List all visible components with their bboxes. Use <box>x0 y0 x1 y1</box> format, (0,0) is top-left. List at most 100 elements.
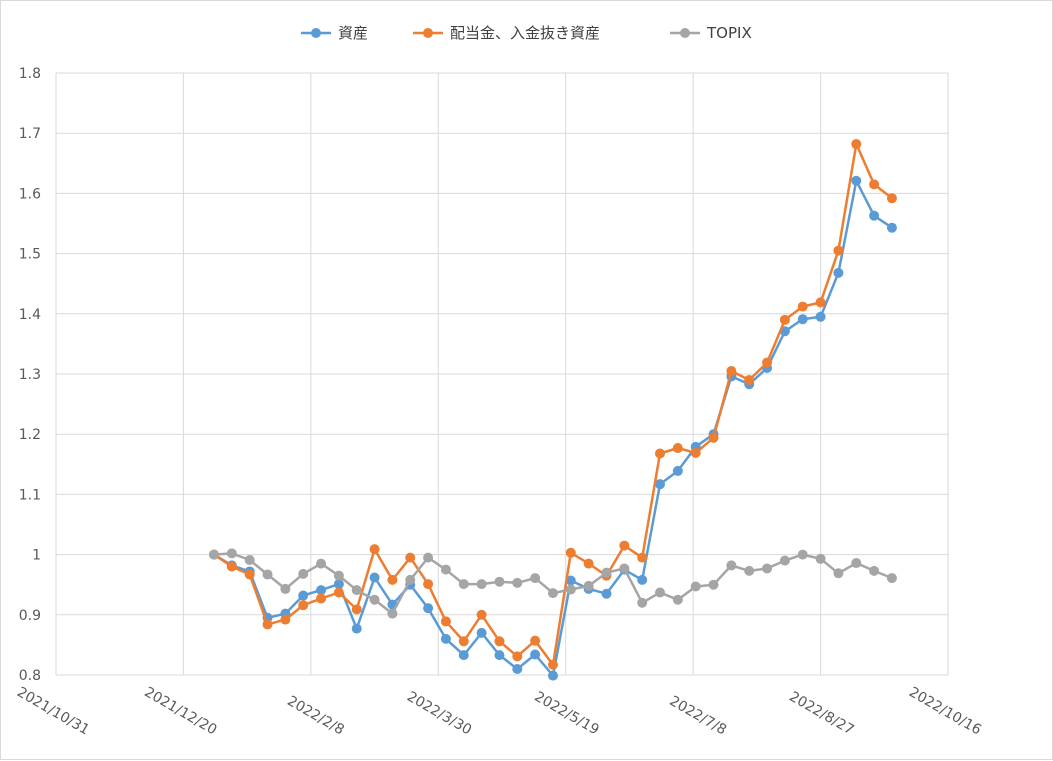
data-point <box>797 549 808 560</box>
x-tick-label: 2022/3/30 <box>404 689 474 739</box>
y-tick-label: 1.3 <box>19 367 41 383</box>
data-point <box>762 563 773 574</box>
y-tick-label: 1.1 <box>19 487 41 503</box>
x-tick-label: 2022/8/27 <box>786 689 856 739</box>
data-point <box>530 649 541 660</box>
data-point <box>423 552 434 563</box>
data-point <box>833 568 844 579</box>
data-point <box>333 570 344 581</box>
data-point <box>530 573 541 584</box>
data-point <box>316 585 327 596</box>
data-point <box>423 603 434 614</box>
data-point <box>351 623 362 634</box>
data-point <box>655 587 666 598</box>
data-point <box>565 575 576 586</box>
data-point <box>244 555 255 566</box>
data-point <box>690 581 701 592</box>
legend-label: 配当金、入金抜き資産 <box>450 24 600 42</box>
data-point <box>476 609 487 620</box>
data-point <box>851 175 862 186</box>
data-point <box>547 659 558 670</box>
data-point <box>547 588 558 599</box>
y-tick-label: 1.5 <box>19 247 41 263</box>
x-tick-label: 2022/7/8 <box>667 693 729 738</box>
data-point <box>815 553 826 564</box>
data-point <box>619 540 630 551</box>
data-point <box>440 633 451 644</box>
series-3 <box>209 548 897 619</box>
data-point <box>440 616 451 627</box>
data-point <box>458 636 469 647</box>
legend-marker <box>311 28 321 38</box>
x-tick-label: 2022/5/19 <box>532 689 602 739</box>
data-point <box>708 579 719 590</box>
data-point <box>494 650 505 661</box>
data-point <box>547 670 558 681</box>
y-tick-label: 1.2 <box>19 427 41 443</box>
data-point <box>280 583 291 594</box>
data-point <box>583 558 594 569</box>
data-point <box>423 579 434 590</box>
data-point <box>655 479 666 490</box>
legend-label: 資産 <box>338 24 368 42</box>
data-point <box>619 563 630 574</box>
data-point <box>779 555 790 566</box>
gridlines <box>55 72 949 676</box>
legend-marker <box>680 28 690 38</box>
data-point <box>886 193 897 204</box>
data-point <box>833 245 844 256</box>
data-point <box>494 636 505 647</box>
series-group <box>209 139 897 681</box>
series-line <box>213 142 893 667</box>
data-point <box>815 297 826 308</box>
data-point <box>565 547 576 558</box>
data-point <box>333 587 344 598</box>
x-tick-label: 2021/10/31 <box>14 684 92 738</box>
legend-item: TOPIX <box>670 24 752 42</box>
data-point <box>797 301 808 312</box>
data-point <box>280 614 291 625</box>
data-point <box>316 558 327 569</box>
y-tick-label: 0.9 <box>19 608 41 624</box>
data-point <box>815 311 826 322</box>
data-point <box>637 574 648 585</box>
data-point <box>512 651 523 662</box>
y-tick-label: 1.4 <box>19 307 41 323</box>
data-point <box>565 584 576 595</box>
legend: 資産 配当金、入金抜き資産 TOPIX <box>301 24 752 42</box>
data-point <box>458 579 469 590</box>
data-point <box>744 565 755 576</box>
data-point <box>226 548 237 559</box>
data-point <box>298 568 309 579</box>
data-point <box>369 572 380 583</box>
data-point <box>762 357 773 368</box>
data-point <box>869 565 880 576</box>
data-point <box>601 567 612 578</box>
y-tick-label: 1.8 <box>19 66 41 82</box>
series-2 <box>209 139 897 670</box>
data-point <box>690 447 701 458</box>
data-point <box>637 597 648 608</box>
series-1 <box>209 175 897 681</box>
data-point <box>869 210 880 221</box>
data-point <box>851 139 862 150</box>
data-point <box>708 432 719 443</box>
data-point <box>405 574 416 585</box>
data-point <box>476 627 487 638</box>
legend-item: 資産 <box>301 24 368 42</box>
data-point <box>209 549 220 560</box>
data-point <box>655 448 666 459</box>
data-point <box>530 635 541 646</box>
legend-marker <box>423 28 433 38</box>
data-point <box>833 267 844 278</box>
data-point <box>440 564 451 575</box>
data-point <box>672 443 683 454</box>
data-point <box>637 552 648 563</box>
x-tick-label: 2022/10/16 <box>906 684 984 738</box>
data-point <box>351 604 362 615</box>
data-point <box>672 465 683 476</box>
data-point <box>298 600 309 611</box>
y-tick-label: 1 <box>32 548 41 564</box>
